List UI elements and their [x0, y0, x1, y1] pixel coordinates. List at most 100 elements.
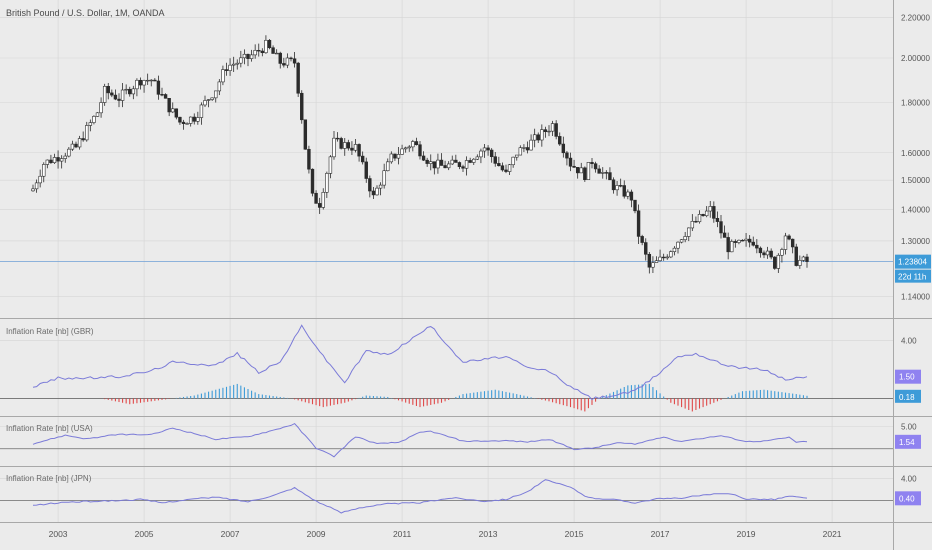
candle-up — [235, 62, 239, 65]
indicator-value-badge — [895, 491, 921, 506]
candle-down — [751, 241, 755, 246]
candle-down — [701, 214, 705, 217]
candle-down — [500, 165, 505, 171]
candle-up — [515, 154, 519, 158]
candle-up — [214, 90, 218, 99]
candle-up — [511, 156, 515, 166]
candle-down — [106, 86, 110, 94]
time-tick-label: 2009 — [307, 529, 326, 539]
candle-down — [167, 98, 171, 113]
candle-down — [568, 157, 573, 167]
candle-down — [357, 144, 361, 157]
candle-down — [178, 116, 182, 123]
candle-up — [801, 256, 806, 261]
candle-down — [543, 129, 548, 132]
candle-down — [504, 169, 508, 172]
candle-down — [593, 163, 598, 170]
candle-down — [486, 147, 490, 151]
price-tick-label: 1.80000 — [901, 99, 930, 108]
candle-up — [375, 187, 379, 196]
candle-down — [558, 136, 562, 145]
candle-up — [429, 161, 433, 164]
candle-down — [762, 252, 766, 256]
candle-down — [715, 218, 720, 222]
candle-down — [644, 242, 648, 255]
candle-down — [271, 47, 275, 54]
candle-up — [396, 154, 401, 159]
indicator-value-badge-text: 1.50 — [899, 373, 915, 382]
candle-up — [99, 102, 103, 114]
candle-down — [128, 88, 132, 95]
candle-up — [550, 123, 555, 132]
candle-down — [769, 250, 773, 258]
candle-up — [464, 160, 469, 169]
candle-up — [679, 239, 684, 243]
candle-down — [282, 63, 286, 66]
candle-up — [332, 137, 336, 158]
candle-up — [744, 238, 748, 241]
candle-up — [328, 156, 333, 174]
candle-up — [683, 236, 687, 241]
candle-up — [196, 117, 200, 122]
candle-down — [805, 256, 809, 262]
candle-up — [529, 139, 533, 151]
candle-up — [654, 260, 659, 263]
candle-up — [389, 153, 394, 163]
candle-up — [135, 79, 139, 90]
candle-up — [658, 256, 662, 262]
candle-down — [310, 168, 315, 194]
candle-down — [260, 50, 265, 54]
pane-title-gbr[interactable]: Inflation Rate [nb] (GBR) — [6, 327, 94, 336]
indicator-tick-label: 4.00 — [901, 474, 917, 483]
candle-up — [407, 146, 411, 149]
candle-up — [687, 227, 691, 237]
indicator-lines — [32, 324, 808, 514]
pane-title-jpn[interactable]: Inflation Rate [nb] (JPN) — [6, 474, 92, 483]
time-tick-label: 2003 — [49, 529, 68, 539]
candle-up — [547, 130, 551, 133]
pane-title-usa[interactable]: Inflation Rate [nb] (USA) — [6, 424, 93, 433]
candle-up — [626, 191, 630, 197]
candle-up — [45, 159, 50, 165]
candle-up — [85, 125, 89, 141]
candle-up — [737, 239, 741, 243]
candle-down — [153, 79, 157, 82]
value-badges: 1.23804 22d 11h 1.50 0.18 1.54 0.40 — [895, 254, 931, 506]
price-tick-label: 1.14000 — [901, 293, 930, 302]
candle-up — [171, 108, 175, 113]
time-scale[interactable]: 2003 2005 2007 2009 2011 2013 2015 2017 2019 2021 — [49, 529, 842, 539]
candle-up — [615, 185, 619, 191]
candle-up — [149, 79, 153, 82]
candle-down — [117, 98, 121, 101]
candle-down — [56, 157, 60, 162]
candle-down — [597, 168, 601, 174]
candle-down — [368, 178, 372, 192]
candle-down — [113, 94, 118, 100]
candle-up — [450, 159, 454, 165]
candle-down — [733, 241, 738, 243]
candle-down — [773, 256, 777, 269]
candle-up — [249, 54, 254, 59]
time-tick-label: 2011 — [393, 529, 412, 539]
candle-down — [457, 162, 462, 167]
candle-down — [790, 238, 795, 248]
countdown-badge — [895, 269, 931, 283]
symbol-title[interactable]: British Pound / U.S. Dollar, 1M, OANDA — [6, 8, 165, 18]
candle-up — [400, 148, 404, 155]
gbr-histogram — [104, 383, 808, 412]
candle-down — [317, 203, 322, 208]
candle-up — [63, 155, 67, 159]
candle-down — [414, 141, 419, 146]
candle-down — [712, 206, 716, 219]
candle-up — [690, 220, 695, 229]
inflation-line-usa — [32, 422, 808, 458]
candle-down — [640, 236, 644, 243]
candle-down — [346, 142, 351, 149]
candle-up — [264, 39, 268, 54]
candle-down — [432, 161, 437, 169]
candle-up — [95, 112, 100, 117]
price-tick-label: 1.50000 — [901, 176, 930, 185]
price-scale[interactable]: 2.20000 2.00000 1.80000 1.60000 1.50000 1.400… — [901, 14, 930, 484]
indicator-value-badge-text: 1.54 — [899, 438, 915, 447]
